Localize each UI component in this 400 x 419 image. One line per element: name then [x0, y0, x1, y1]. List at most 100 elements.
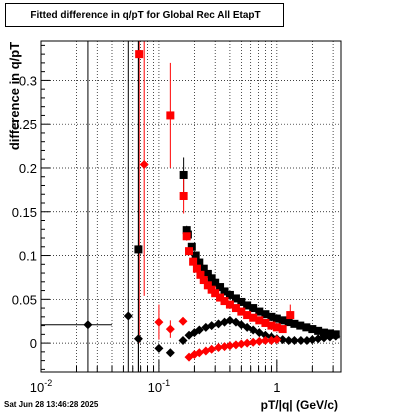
data-point-square [196, 270, 205, 279]
data-point-square [296, 321, 305, 330]
x-axis-label: pT/|q| (GeV/c) [261, 398, 338, 412]
data-point-diamond [154, 317, 164, 327]
data-point-diamond [272, 335, 282, 345]
data-point-square [192, 264, 201, 273]
y-axis-label: difference in q/pT [7, 42, 22, 150]
data-point-square [220, 297, 229, 306]
data-point-diamond [165, 348, 175, 358]
data-point-square [255, 307, 264, 316]
data-point-diamond [266, 335, 276, 345]
data-point-diamond [178, 316, 188, 326]
data-point-square [261, 310, 270, 319]
y-tick-label: 0.25 [12, 117, 37, 132]
data-point-diamond [313, 334, 323, 344]
data-point-square [203, 269, 212, 278]
data-point-diamond [123, 311, 133, 321]
data-point-diamond [248, 325, 258, 335]
data-point-diamond [220, 342, 230, 352]
data-point-square [187, 242, 196, 251]
data-point-square [211, 289, 220, 298]
data-point-diamond [278, 335, 288, 345]
data-point-square [243, 311, 252, 320]
data-point-square [179, 191, 188, 200]
data-point-square [203, 281, 212, 290]
data-point-diamond [296, 335, 306, 345]
data-point-diamond [284, 335, 294, 345]
data-point-square [211, 278, 220, 287]
data-point-square [278, 325, 287, 334]
data-point-square [267, 321, 276, 330]
data-point-square [179, 170, 188, 179]
data-point-square [135, 50, 144, 59]
data-point-square [272, 314, 281, 323]
title-box: Fitted difference in q/pT for Global Rec… [5, 3, 284, 27]
data-point-square [243, 301, 252, 310]
data-point-square [195, 258, 204, 267]
data-point-diamond [289, 335, 299, 345]
data-point-diamond [325, 332, 335, 342]
data-point-square [216, 293, 225, 302]
data-point-square [249, 304, 258, 313]
data-point-square [278, 316, 287, 325]
data-point-square [290, 319, 299, 328]
data-point-square [284, 318, 293, 327]
y-tick-label: 0.15 [12, 205, 37, 220]
y-tick-label: 0.05 [12, 292, 37, 307]
error-bars [41, 41, 291, 372]
data-point-square [220, 287, 229, 296]
data-point-diamond [302, 335, 312, 345]
data-point-diamond [207, 344, 217, 354]
data-point-square [199, 276, 208, 285]
data-point-diamond [307, 335, 317, 345]
data-point-square [207, 274, 216, 283]
data-point-square [225, 290, 234, 299]
data-point-diamond [260, 335, 270, 345]
axes: 0 0.05 0.1 0.15 0.2 0.25 0.3 10-2 10-1 1 [12, 44, 334, 395]
data-point-square [134, 245, 143, 254]
data-point-square [314, 326, 323, 335]
data-point-square [185, 247, 194, 256]
data-point-diamond [213, 342, 223, 352]
data-point-square [166, 111, 175, 120]
data-point-square [231, 304, 240, 313]
data-point-square [319, 328, 328, 337]
data-point-square [272, 323, 281, 332]
data-point-square [237, 307, 246, 316]
data-point-square [286, 311, 295, 320]
data-point-square [191, 251, 200, 260]
data-point-diamond [231, 340, 241, 350]
data-point-square [308, 325, 317, 334]
data-point-square [267, 312, 276, 321]
data-point-square [249, 313, 258, 322]
data-point-diamond [236, 339, 246, 349]
data-point-square [189, 257, 198, 266]
data-point-diamond [178, 335, 188, 345]
data-point-diamond [194, 348, 204, 358]
data-point-diamond [225, 341, 235, 351]
x-tick-label: 1 [273, 380, 280, 395]
timestamp: Sat Jun 28 13:46:28 2025 [4, 400, 99, 409]
data-point-square [231, 294, 240, 303]
y-tick-label: 0.3 [19, 73, 37, 88]
data-point-square [255, 316, 264, 325]
data-point-square [237, 297, 246, 306]
y-tick-label: 0 [30, 336, 37, 351]
data-point-square [182, 232, 191, 241]
data-point-diamond [139, 159, 149, 169]
x-tick-label: 10-2 [30, 378, 52, 395]
grid [40, 41, 341, 372]
data-point-diamond [194, 325, 204, 335]
data-point-diamond [207, 321, 217, 331]
data-point-square [302, 323, 311, 332]
data-point-square [261, 318, 270, 327]
data-point-diamond [83, 320, 93, 330]
data-point-diamond [331, 331, 341, 341]
y-tick-label: 0.2 [19, 161, 37, 176]
data-point-square [199, 264, 208, 273]
plot-frame [40, 40, 342, 373]
chart-title: Fitted difference in q/pT for Global Rec… [30, 10, 261, 21]
data-point-diamond [133, 334, 143, 344]
data-markers [83, 50, 341, 362]
